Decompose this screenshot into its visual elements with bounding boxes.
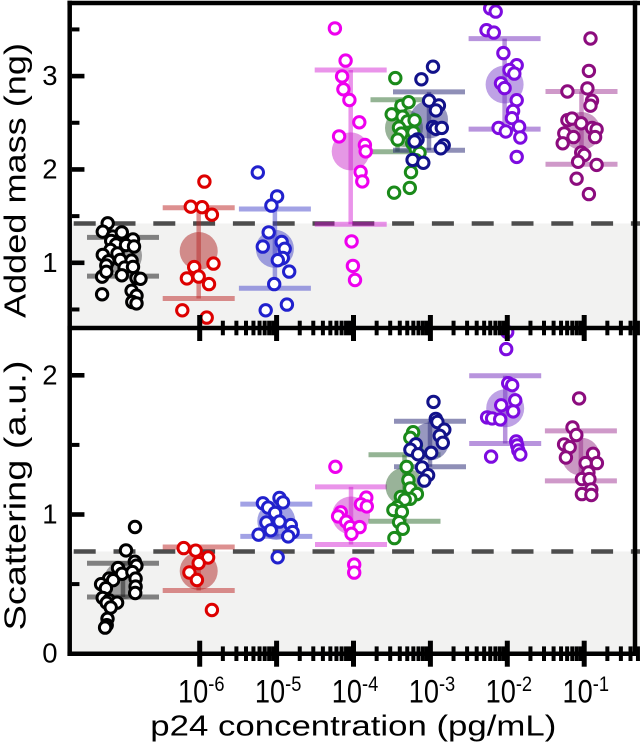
svg-text:Scattering (a.u.): Scattering (a.u.): [0, 361, 33, 631]
svg-text:0: 0: [42, 638, 57, 669]
svg-text:2: 2: [42, 153, 57, 184]
svg-text:p24 concentration (pg/mL): p24 concentration (pg/mL): [150, 711, 556, 743]
svg-text:Added mass (ng): Added mass (ng): [0, 43, 33, 318]
svg-text:10-1: 10-1: [563, 672, 610, 710]
svg-text:3: 3: [42, 60, 57, 91]
svg-text:2: 2: [42, 359, 57, 390]
svg-text:1: 1: [42, 499, 57, 530]
svg-text:1: 1: [42, 247, 57, 278]
